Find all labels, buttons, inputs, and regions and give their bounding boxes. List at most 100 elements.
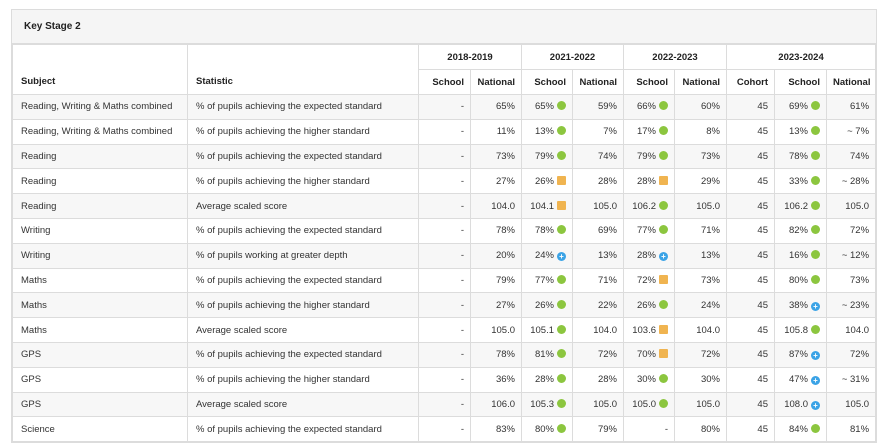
- statistic-cell-text: % of pupils working at greater depth: [196, 250, 348, 262]
- school-value: 38% +: [774, 292, 827, 319]
- national-value-text: 8%: [706, 126, 720, 138]
- national-value-text: 105.0: [845, 398, 870, 410]
- school-value-text: 80%: [534, 423, 554, 435]
- table-row: GPS % of pupils achieving the higher stan…: [12, 366, 876, 393]
- national-value: 104.0: [674, 317, 727, 343]
- cohort-value-text: 45: [757, 398, 768, 410]
- subject-cell-text: GPS: [21, 349, 42, 361]
- national-value-text: 105.0: [593, 398, 617, 410]
- panel-title: Key Stage 2: [12, 10, 876, 44]
- green-circle-icon: [811, 200, 820, 210]
- blue-plus-icon: +: [557, 252, 566, 262]
- national-value: 27%: [470, 168, 522, 195]
- green-circle-icon: [557, 225, 566, 235]
- school-value: 17%: [623, 118, 675, 145]
- cohort-value-text: 45: [757, 324, 768, 336]
- national-value-text: 72%: [850, 349, 870, 361]
- national-value: 71%: [674, 217, 727, 244]
- subject-cell: Maths: [12, 267, 188, 294]
- school-value: -: [418, 193, 471, 219]
- national-header: National: [674, 69, 727, 95]
- year-header: 2018-2019: [418, 44, 522, 70]
- statistic-cell: % of pupils achieving the expected stand…: [187, 217, 419, 244]
- cohort-value-text: 45: [757, 175, 768, 187]
- school-value: 79%: [623, 143, 675, 170]
- national-value-text: 60%: [700, 101, 720, 113]
- national-value: 59%: [572, 94, 624, 120]
- amber-square-icon: [659, 349, 668, 359]
- national-value-text: ~ 12%: [841, 250, 870, 262]
- national-value: 13%: [572, 242, 624, 269]
- cohort-value: 45: [726, 242, 775, 269]
- green-circle-icon: [811, 274, 820, 284]
- national-value: ~ 31%: [825, 366, 876, 393]
- school-value: 108.0 +: [774, 391, 827, 418]
- school-value: 26%: [521, 168, 573, 195]
- national-value: 72%: [825, 217, 876, 244]
- school-value-text: -: [460, 250, 464, 262]
- national-value-text: 73%: [700, 274, 720, 286]
- school-value: 78%: [774, 143, 827, 170]
- school-value-text: 81%: [534, 349, 554, 361]
- national-value: 29%: [674, 168, 727, 195]
- table-row: Writing % of pupils achieving the expecte…: [12, 217, 876, 244]
- national-value: 74%: [572, 143, 624, 170]
- national-value: 105.0: [825, 193, 876, 219]
- subject-cell: Maths: [12, 317, 188, 343]
- green-circle-icon: [659, 374, 668, 384]
- green-circle-icon: [557, 150, 566, 160]
- national-value-text: 20%: [495, 250, 515, 262]
- national-value-text: 72%: [597, 349, 617, 361]
- school-value-text: -: [460, 374, 464, 386]
- school-value: -: [418, 168, 471, 195]
- cohort-value: 45: [726, 267, 775, 294]
- statistic-cell-text: % of pupils achieving the expected stand…: [196, 349, 382, 361]
- school-value-text: 17%: [636, 126, 656, 138]
- statistic-cell-text: Average scaled score: [196, 398, 288, 410]
- school-value: 82%: [774, 217, 827, 244]
- school-value: 66%: [623, 94, 675, 120]
- school-value-text: -: [460, 349, 464, 361]
- school-header: School: [623, 69, 675, 95]
- school-value-text: 104.1: [530, 200, 554, 212]
- school-value-text: -: [664, 423, 668, 435]
- cohort-value-text: 45: [757, 150, 768, 162]
- school-value-text: 105.0: [632, 398, 656, 410]
- national-value-text: 104.0: [593, 324, 617, 336]
- cohort-value: 45: [726, 341, 775, 368]
- blue-plus-icon: +: [811, 351, 820, 361]
- cohort-value: 45: [726, 94, 775, 120]
- school-value-text: 26%: [534, 175, 554, 187]
- subject-cell: GPS: [12, 341, 188, 368]
- green-circle-icon: [659, 101, 668, 111]
- national-value-text: 79%: [495, 274, 515, 286]
- statistic-cell-text: % of pupils achieving the expected stand…: [196, 101, 382, 113]
- subject-cell-text: Maths: [21, 324, 47, 336]
- national-value: 11%: [470, 118, 522, 145]
- national-value-text: 59%: [597, 101, 617, 113]
- school-value: 105.0: [623, 391, 675, 418]
- national-value-text: 78%: [495, 225, 515, 237]
- national-value: 22%: [572, 292, 624, 319]
- school-value: 72%: [623, 267, 675, 294]
- school-value: 33%: [774, 168, 827, 195]
- subject-cell: GPS: [12, 366, 188, 393]
- green-circle-icon: [659, 299, 668, 309]
- subject-cell: Maths: [12, 292, 188, 319]
- statistic-cell-text: % of pupils achieving the higher standar…: [196, 374, 370, 386]
- subject-cell-text: Reading, Writing & Maths combined: [21, 101, 173, 113]
- national-value-text: 13%: [597, 250, 617, 262]
- school-value: 87% +: [774, 341, 827, 368]
- cohort-value: 45: [726, 292, 775, 319]
- green-circle-icon: [557, 126, 566, 136]
- national-value-text: 73%: [700, 150, 720, 162]
- green-circle-icon: [557, 398, 566, 408]
- school-value: -: [418, 143, 471, 170]
- green-circle-icon: [811, 101, 820, 111]
- cohort-value-text: 45: [757, 349, 768, 361]
- school-value-text: -: [460, 423, 464, 435]
- national-value-text: 104.0: [696, 324, 720, 336]
- cohort-value: 45: [726, 317, 775, 343]
- national-value-text: 78%: [495, 349, 515, 361]
- school-value-text: 108.0: [784, 398, 808, 410]
